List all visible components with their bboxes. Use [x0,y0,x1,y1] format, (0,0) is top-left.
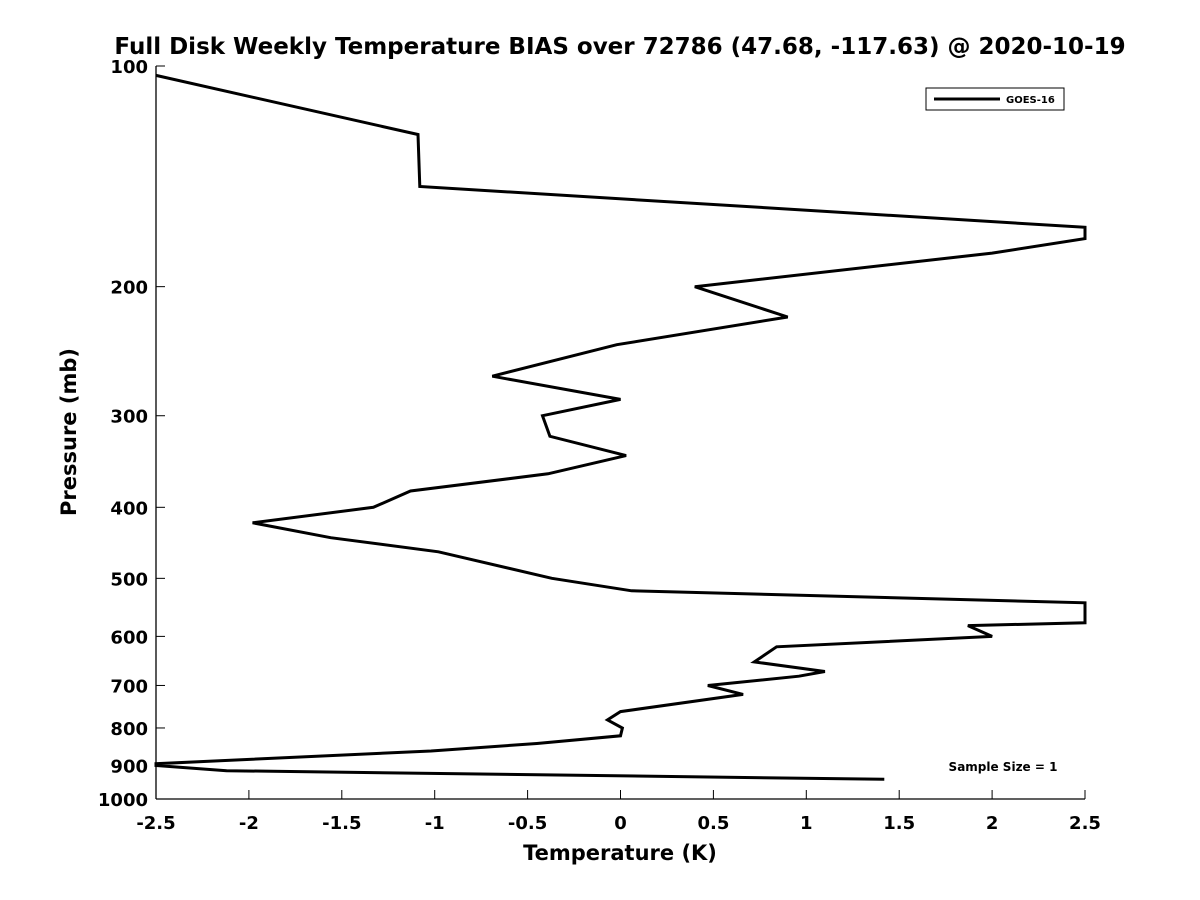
x-tick-label: 1 [800,813,813,834]
legend: GOES-16 [925,87,1065,111]
x-tick-label: 1.5 [883,813,915,834]
x-tick-label: 0 [614,813,627,834]
y-tick-label: 400 [110,498,148,519]
y-tick-label: 900 [110,756,148,777]
series-line-goes-16 [154,73,1087,781]
chart-title: Full Disk Weekly Temperature BIAS over 7… [114,34,1125,60]
x-tick-label: -2 [239,813,259,834]
plot-area [156,66,1085,799]
y-tick-label: 600 [110,627,148,648]
x-tick-label: 2.5 [1069,813,1101,834]
y-axis-ticks: 100 200 300 400 500 600 700 800 900 1000 [98,57,165,811]
x-axis-ticks: -2.5 -2 -1.5 -1 -0.5 0 0.5 1 1.5 2 2.5 [136,790,1101,834]
y-tick-label: 800 [110,719,148,740]
y-tick-label: 700 [110,676,148,697]
series-layer [154,73,1087,781]
y-tick-label: 100 [110,57,148,78]
legend-label-goes-16: GOES-16 [1006,95,1055,106]
y-axis-label: Pressure (mb) [57,348,81,516]
x-tick-label: -1 [425,813,445,834]
x-tick-label: -1.5 [322,813,361,834]
y-tick-label: 300 [110,407,148,428]
x-tick-label: 2 [986,813,999,834]
y-tick-label: 1000 [98,790,148,811]
x-tick-label: -2.5 [136,813,175,834]
y-tick-label: 500 [110,569,148,590]
sample-size-annotation: Sample Size = 1 [949,760,1058,774]
x-axis-label: Temperature (K) [523,841,717,865]
x-tick-label: 0.5 [697,813,729,834]
x-tick-label: -0.5 [508,813,547,834]
y-tick-label: 200 [110,278,148,299]
